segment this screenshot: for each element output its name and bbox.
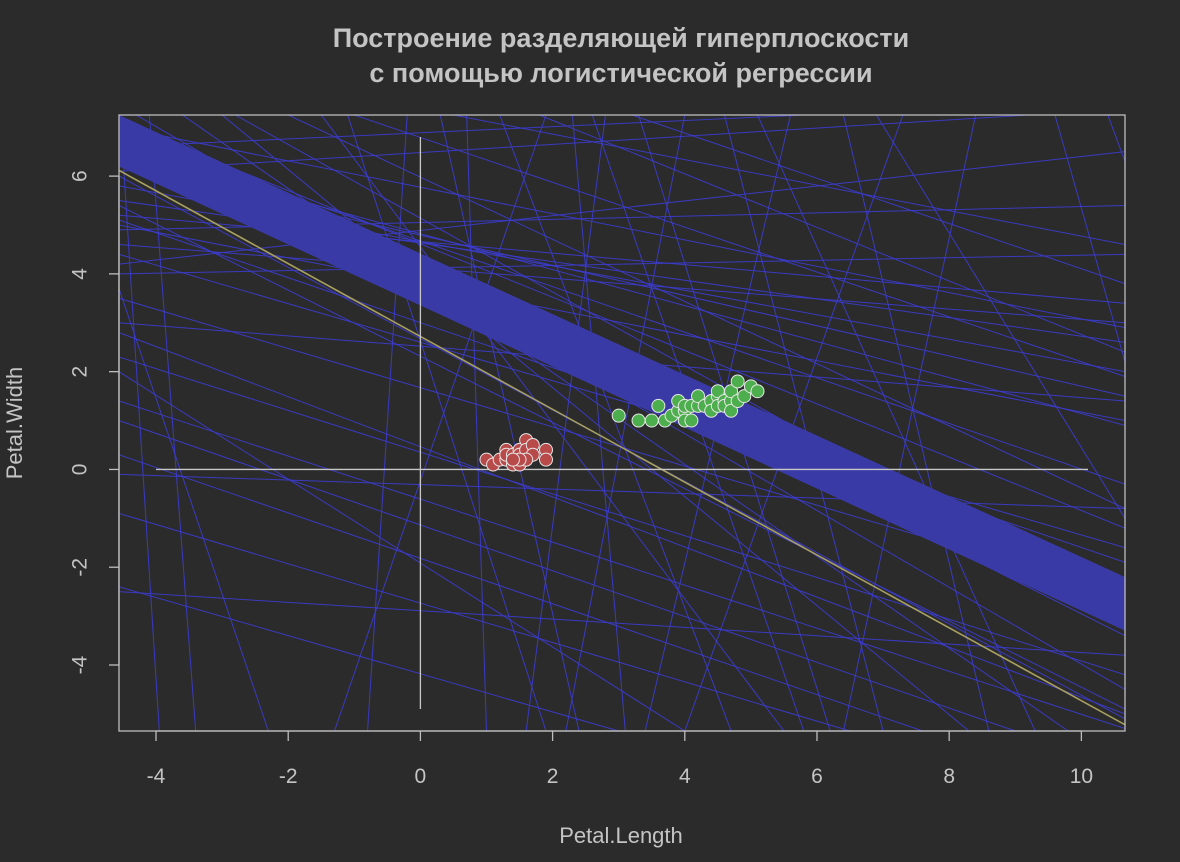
iteration-line-12: [119, 332, 1125, 715]
y-axis: -4 -2 0 2 4 6: [68, 170, 120, 674]
iteration-line-45: [723, 115, 884, 731]
iteration-line-23: [119, 115, 804, 148]
x-tick-label-7: 10: [1070, 765, 1093, 788]
versicolor-point-2: [644, 413, 659, 428]
iteration-line-49: [842, 115, 977, 731]
iteration-line-21: [119, 454, 923, 731]
y-tick-label-5: 6: [68, 170, 91, 182]
versicolor-point-28: [737, 389, 752, 404]
iteration-line-62: [119, 371, 686, 731]
iteration-line-22: [119, 115, 1029, 172]
iteration-hyperplanes: [119, 115, 1125, 731]
iteration-line-20: [119, 420, 1016, 731]
x-axis-label: Petal.Length: [559, 823, 683, 848]
versicolor-point-25: [724, 384, 739, 399]
setosa-point-23: [505, 452, 520, 467]
iteration-line-24: [354, 115, 1125, 378]
convergence-band: [119, 115, 1125, 631]
y-tick-label-3: 2: [68, 366, 91, 378]
x-tick-label-3: 2: [547, 765, 559, 788]
final-hyperplane-line: [119, 169, 1125, 726]
versicolor-point-14: [691, 389, 706, 404]
iteration-line-56: [876, 115, 1125, 519]
iteration-line-16: [119, 591, 1125, 656]
y-tick-label-2: 0: [68, 464, 91, 476]
iteration-line-25: [539, 115, 1125, 353]
data-points: [479, 374, 765, 472]
x-tick-label-4: 4: [679, 765, 691, 788]
plot-area: [119, 115, 1125, 731]
iteration-line-34: [148, 115, 197, 731]
iteration-line-40: [334, 115, 547, 731]
x-tick-label-5: 6: [811, 765, 823, 788]
x-axis: -4 -2 0 2 4 6 8 10: [147, 730, 1093, 788]
iteration-line-44: [565, 115, 686, 731]
iteration-line-58: [119, 204, 1125, 710]
iteration-line-13: [119, 400, 1125, 730]
versicolor-point-0: [611, 408, 626, 423]
iteration-line-42: [525, 115, 606, 731]
iteration-line-10: [119, 121, 1125, 529]
iteration-line-37: [439, 115, 580, 731]
iteration-line-36: [119, 288, 269, 731]
y-tick-label-0: -4: [68, 655, 91, 674]
x-tick-label-6: 8: [943, 765, 955, 788]
iteration-line-31: [221, 115, 970, 731]
versicolor-point-3: [651, 398, 666, 413]
iteration-line-53: [347, 115, 547, 731]
x-tick-label-1: -2: [279, 765, 298, 788]
versicolor-point-30: [750, 384, 765, 399]
iteration-line-60: [119, 253, 1125, 275]
iteration-line-48: [684, 115, 904, 731]
iteration-line-50: [1054, 115, 1125, 363]
y-axis-label: Petal.Width: [2, 367, 27, 480]
iteration-line-15: [119, 586, 619, 731]
iteration-line-19: [119, 253, 1125, 549]
iteration-line-51: [1107, 115, 1125, 162]
iteration-line-27: [453, 115, 1125, 246]
iteration-line-35: [122, 156, 160, 731]
iteration-line-14: [119, 512, 851, 731]
chart-title-line-1: Построение разделяющей гиперплоскости: [333, 23, 910, 53]
iteration-line-39: [499, 115, 732, 731]
x-tick-label-2: 0: [415, 765, 427, 788]
iteration-line-52: [367, 115, 408, 731]
iteration-line-29: [287, 115, 1125, 510]
chart-title-line-2: с помощью логистической регрессии: [369, 58, 872, 88]
versicolor-point-26: [730, 374, 745, 389]
setosa-point-20: [538, 452, 553, 467]
iteration-line-41: [571, 115, 626, 731]
versicolor-point-1: [631, 413, 646, 428]
iteration-line-5: [119, 151, 1125, 265]
x-tick-label-0: -4: [147, 765, 166, 788]
versicolor-point-24: [724, 403, 739, 418]
y-tick-label-1: -2: [68, 558, 91, 577]
versicolor-point-12: [684, 413, 699, 428]
iteration-line-38: [466, 115, 488, 731]
iteration-line-55: [757, 115, 1036, 731]
y-tick-label-4: 4: [68, 268, 91, 280]
